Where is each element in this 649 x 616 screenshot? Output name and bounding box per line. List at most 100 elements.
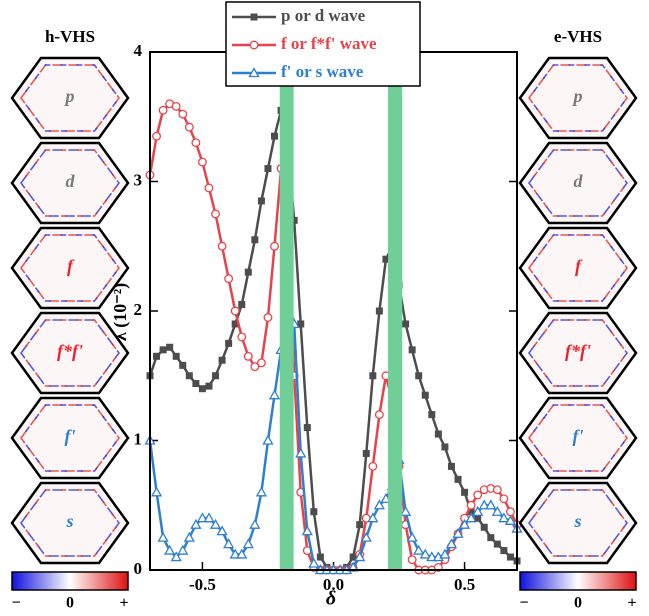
- point: [367, 512, 379, 523]
- point: [402, 320, 410, 328]
- point: [362, 449, 370, 457]
- point: [264, 165, 272, 173]
- point: [158, 105, 168, 115]
- point: [466, 500, 476, 510]
- fermi-surface: [20, 149, 120, 217]
- point: [487, 534, 495, 542]
- colorbar-label: 0: [66, 595, 74, 612]
- hexagon: [10, 311, 130, 395]
- y-tick-label: 0: [134, 559, 143, 578]
- point: [421, 391, 429, 399]
- fermi-surface: [20, 234, 120, 302]
- point: [255, 486, 268, 497]
- point: [185, 372, 193, 380]
- point: [172, 352, 180, 360]
- point: [413, 544, 425, 555]
- hexagon: [10, 56, 130, 140]
- point: [248, 67, 260, 78]
- point: [152, 131, 162, 141]
- y-axis-label: λ (10⁻²): [110, 283, 131, 341]
- colorbar: [519, 571, 637, 591]
- colorbar-label: +: [119, 595, 128, 612]
- y-tick-label: 4: [134, 41, 143, 60]
- point: [434, 430, 442, 438]
- point: [493, 540, 501, 548]
- point: [150, 486, 163, 497]
- point: [157, 531, 169, 542]
- fermi-surface: [528, 149, 628, 217]
- point: [271, 132, 279, 140]
- fermi-surface: [20, 64, 120, 132]
- point: [504, 514, 517, 525]
- point: [290, 216, 298, 224]
- point: [373, 499, 385, 510]
- point: [439, 548, 451, 559]
- point: [211, 209, 220, 219]
- fermi-surface: [528, 404, 628, 472]
- hexagon: [518, 311, 638, 395]
- point: [196, 512, 209, 523]
- point: [316, 553, 324, 561]
- hexagon: [518, 481, 638, 565]
- point: [458, 518, 471, 529]
- point: [270, 241, 279, 251]
- point: [262, 434, 274, 445]
- point: [230, 306, 240, 316]
- panel-title: e-VHS: [554, 27, 602, 46]
- point: [250, 362, 260, 372]
- point: [170, 551, 182, 562]
- point: [198, 385, 206, 393]
- point: [374, 410, 384, 420]
- point: [472, 505, 484, 516]
- shaded-band: [388, 52, 403, 570]
- fermi-surface: [528, 234, 628, 302]
- hexagon: [518, 226, 638, 310]
- point: [447, 462, 455, 470]
- panel-title: h-VHS: [45, 27, 95, 46]
- panel-label: p: [572, 86, 583, 106]
- point: [203, 512, 215, 523]
- colorbar: [11, 571, 129, 591]
- point: [178, 109, 188, 119]
- panel-label: d: [574, 171, 584, 191]
- point: [216, 525, 228, 536]
- point: [301, 525, 313, 536]
- point: [204, 183, 214, 193]
- point: [368, 461, 378, 471]
- y-tick-label: 1: [134, 429, 143, 448]
- point: [190, 518, 202, 529]
- point: [164, 544, 176, 555]
- fermi-surface: [528, 489, 628, 557]
- point: [153, 352, 161, 360]
- point: [473, 490, 483, 500]
- point: [184, 122, 194, 132]
- point: [212, 372, 220, 380]
- point: [224, 274, 234, 284]
- point: [480, 523, 488, 531]
- point: [297, 320, 305, 328]
- panel-label: f': [65, 426, 76, 446]
- point: [257, 197, 265, 205]
- point: [474, 514, 482, 522]
- hexagon: [518, 141, 638, 225]
- point: [171, 101, 181, 111]
- point: [478, 499, 490, 510]
- point: [360, 531, 372, 542]
- point: [485, 499, 497, 510]
- x-tick-label: 0.0: [323, 575, 344, 594]
- shaded-band: [279, 52, 294, 570]
- point: [225, 339, 233, 347]
- point: [249, 518, 261, 529]
- point: [506, 553, 514, 561]
- point: [505, 507, 515, 517]
- point: [179, 361, 187, 369]
- colorbar-label: −: [519, 595, 528, 612]
- point: [238, 301, 246, 309]
- point: [191, 138, 201, 148]
- legend-label: f or f*f' wave: [281, 34, 377, 53]
- panel-label: p: [64, 86, 75, 106]
- panel-label: f*f': [565, 341, 591, 361]
- point: [217, 241, 227, 251]
- point: [452, 527, 464, 538]
